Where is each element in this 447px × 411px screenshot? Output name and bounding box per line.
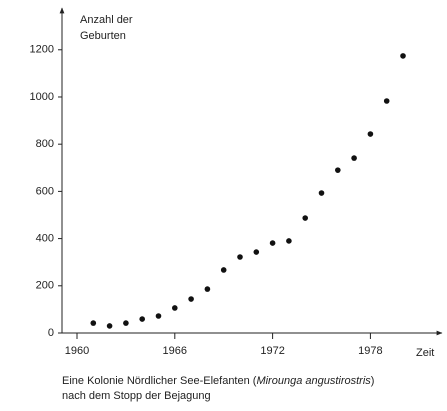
point: [188, 296, 194, 302]
x-tick-label: 1978: [358, 345, 382, 357]
point: [367, 131, 374, 137]
point: [286, 238, 292, 244]
x-axis-label: Zeit: [416, 347, 434, 359]
y-tick-label: 0: [48, 327, 54, 339]
point: [237, 254, 243, 260]
point: [383, 98, 390, 104]
y-tick-label: 800: [36, 138, 54, 150]
y-axis-label: Geburten: [80, 30, 126, 42]
point: [269, 240, 276, 246]
x-tick-label: 1966: [163, 345, 187, 357]
point: [204, 286, 211, 292]
point: [90, 320, 97, 326]
point: [155, 313, 162, 319]
point: [172, 305, 178, 311]
point: [106, 323, 113, 329]
point: [400, 53, 406, 59]
point: [318, 190, 325, 196]
point: [253, 249, 260, 255]
x-tick-label: 1960: [65, 345, 89, 357]
point: [335, 167, 341, 173]
y-tick-label: 1200: [30, 44, 54, 56]
point: [139, 316, 145, 322]
y-axis-label: Anzahl der: [80, 14, 133, 26]
point: [351, 155, 357, 161]
x-tick-label: 1972: [260, 345, 284, 357]
y-tick-label: 200: [36, 280, 54, 292]
y-tick-label: 400: [36, 232, 54, 244]
y-tick-label: 1000: [30, 91, 54, 103]
point: [302, 215, 309, 221]
point: [220, 267, 227, 273]
caption: nach dem Stopp der Bejagung: [62, 390, 211, 402]
y-tick-label: 600: [36, 185, 54, 197]
point: [123, 320, 129, 326]
caption: Eine Kolonie Nördlicher See-Elefanten (M…: [62, 375, 374, 387]
